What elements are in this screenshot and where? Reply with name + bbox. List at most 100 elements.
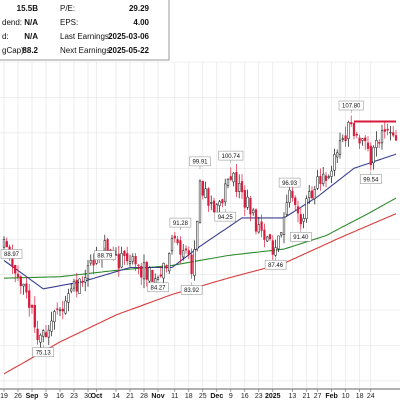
candle-body bbox=[201, 180, 204, 196]
x-tick-label: 10 bbox=[342, 393, 350, 400]
candle-body bbox=[148, 267, 151, 282]
candle-body bbox=[190, 254, 193, 274]
candle-body bbox=[285, 202, 288, 215]
info-right-label: Last Earnings: bbox=[60, 32, 111, 41]
x-tick-label: 16 bbox=[241, 393, 249, 400]
candle-body bbox=[86, 265, 90, 279]
x-tick-label: 23 bbox=[70, 393, 78, 400]
candle-body bbox=[249, 197, 252, 215]
candle-body bbox=[302, 217, 305, 222]
price-annotation-label: 107.80 bbox=[342, 104, 361, 110]
price-annotation-label: 100.74 bbox=[222, 154, 241, 160]
x-tick-label: 9 bbox=[229, 393, 233, 400]
candle-body bbox=[224, 183, 227, 203]
candle-body bbox=[252, 209, 255, 214]
info-right-label: Next Earnings: bbox=[60, 46, 112, 55]
price-annotation-label: 88.79 bbox=[97, 253, 113, 259]
candle-body bbox=[232, 172, 235, 183]
candle-body bbox=[280, 232, 283, 236]
candle-body bbox=[229, 176, 232, 180]
candle-body bbox=[240, 181, 244, 193]
candle-body bbox=[134, 256, 137, 265]
annotation-box bbox=[290, 232, 312, 242]
x-tick-label: 19 bbox=[0, 393, 8, 400]
candle-body bbox=[296, 206, 300, 214]
candle-body bbox=[165, 265, 168, 269]
price-annotation-label: 75.13 bbox=[36, 350, 52, 356]
candle-body bbox=[140, 266, 143, 278]
x-tick-label: 11 bbox=[171, 393, 178, 400]
x-tick-label: 18 bbox=[185, 393, 193, 400]
candle-body bbox=[78, 278, 81, 294]
candle-body bbox=[128, 261, 132, 264]
info-left-value: 15.5B bbox=[17, 4, 39, 13]
candle-body bbox=[350, 122, 353, 125]
candle-body bbox=[333, 154, 336, 171]
candle-body bbox=[28, 290, 31, 308]
price-annotation-label: 91.28 bbox=[173, 221, 189, 227]
annotation-box bbox=[147, 282, 169, 293]
candle-body bbox=[142, 262, 146, 280]
candle-body bbox=[299, 214, 302, 225]
x-tick-label: 25 bbox=[199, 393, 207, 400]
info-right-label: EPS: bbox=[60, 18, 78, 27]
candle-body bbox=[330, 170, 333, 177]
candle-body bbox=[2, 238, 6, 248]
candle-body bbox=[235, 172, 238, 193]
candle-body bbox=[271, 240, 274, 255]
candle-body bbox=[355, 133, 358, 136]
candle-body bbox=[176, 239, 179, 244]
candle-body bbox=[92, 260, 95, 266]
sma-short-line bbox=[3, 153, 397, 290]
candle-body bbox=[369, 145, 372, 166]
annotation-box bbox=[218, 150, 244, 161]
candle-body bbox=[58, 309, 62, 311]
candle-body bbox=[22, 283, 25, 287]
candle-body bbox=[263, 229, 266, 240]
candle-body bbox=[358, 137, 361, 144]
candle-body bbox=[266, 236, 269, 242]
candle-body bbox=[47, 329, 50, 338]
candle-body bbox=[84, 277, 87, 283]
candle-body bbox=[238, 183, 241, 192]
info-left-label: gCap): bbox=[2, 46, 26, 55]
x-tick-label: 23 bbox=[255, 393, 263, 400]
candle-body bbox=[182, 250, 185, 258]
price-annotation-label: 99.54 bbox=[363, 177, 379, 183]
candle-body bbox=[187, 250, 190, 255]
x-tick-label: 14 bbox=[112, 393, 120, 400]
price-annotations: 88.97 75.13 88.79 84.27 91.28 83.92 99.91 94.25… bbox=[0, 100, 382, 357]
candle-body bbox=[291, 190, 294, 198]
candle-body bbox=[50, 320, 53, 332]
candle-body bbox=[33, 304, 36, 328]
x-tick-label: 13 bbox=[289, 393, 297, 400]
candle-body bbox=[288, 189, 291, 203]
candle-body bbox=[274, 247, 277, 256]
candle-body bbox=[392, 132, 395, 136]
candle-body bbox=[64, 300, 67, 314]
candle-body bbox=[42, 330, 45, 337]
info-right-value: 2025-03-06 bbox=[108, 32, 149, 41]
price-annotation-label: 83.92 bbox=[184, 288, 200, 294]
candle-body bbox=[347, 122, 350, 139]
candle-body bbox=[338, 140, 342, 155]
price-annotation-label: 87.46 bbox=[268, 263, 284, 269]
candle-body bbox=[67, 293, 70, 303]
candle-body bbox=[162, 262, 165, 279]
candle-body bbox=[375, 140, 378, 148]
x-tick-label: 18 bbox=[356, 393, 364, 400]
candle-body bbox=[364, 137, 367, 142]
candle-body bbox=[352, 122, 356, 137]
candle-body bbox=[324, 175, 328, 181]
price-annotation-label: 96.93 bbox=[282, 181, 298, 187]
candle-body bbox=[151, 269, 154, 282]
candle-body bbox=[221, 199, 224, 204]
x-tick-label: 24 bbox=[367, 393, 375, 400]
annotation-box bbox=[264, 259, 287, 270]
annotation-box bbox=[214, 211, 236, 222]
candle-body bbox=[25, 283, 28, 293]
candle-body bbox=[168, 253, 171, 272]
annotation-box bbox=[94, 250, 116, 260]
x-tick-label: 27 bbox=[314, 393, 322, 400]
